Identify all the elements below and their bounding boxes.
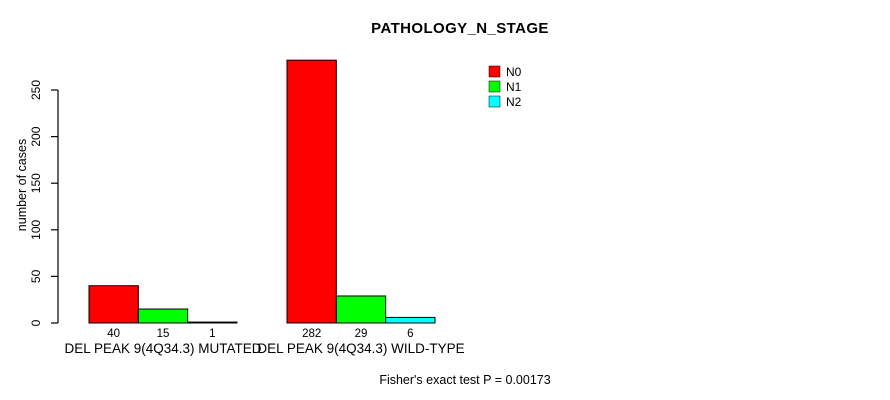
y-tick-label: 250 [29,80,43,100]
legend-swatch-n2 [488,95,501,108]
legend-swatch-n1 [488,80,501,93]
legend-label-n2: N2 [506,95,522,109]
y-tick-label: 0 [29,319,43,326]
legend-swatch-n0 [488,65,501,78]
bar-n0-group2 [286,59,337,324]
fisher-test-note: Fisher's exact test P = 0.00173 [379,373,551,387]
y-axis-title: number of cases [15,138,29,232]
category-label: DEL PEAK 9(4Q34.3) MUTATED [64,341,261,356]
chart-title: PATHOLOGY_N_STAGE [371,20,549,37]
legend-label-n0: N0 [506,65,522,79]
category-label: DEL PEAK 9(4Q34.3) WILD-TYPE [257,341,464,356]
bar-value-label: 1 [209,328,215,340]
bar-n0-group1 [88,285,139,324]
bar-n1-group1 [137,308,189,324]
bar-value-label: 29 [355,328,368,340]
y-tick-label: 100 [29,219,43,239]
bar-value-label: 15 [157,328,170,340]
y-tick-label: 200 [29,126,43,146]
y-tick-label: 50 [29,269,43,283]
bar-n2-group2 [385,316,436,324]
legend-label-n1: N1 [506,80,522,94]
bar-value-label: 282 [302,328,321,340]
bar-n2-group1 [187,321,238,324]
y-tick-label: 150 [29,173,43,193]
bar-n1-group2 [335,295,387,324]
bar-value-label: 40 [107,328,120,340]
bar-value-label: 6 [407,328,413,340]
